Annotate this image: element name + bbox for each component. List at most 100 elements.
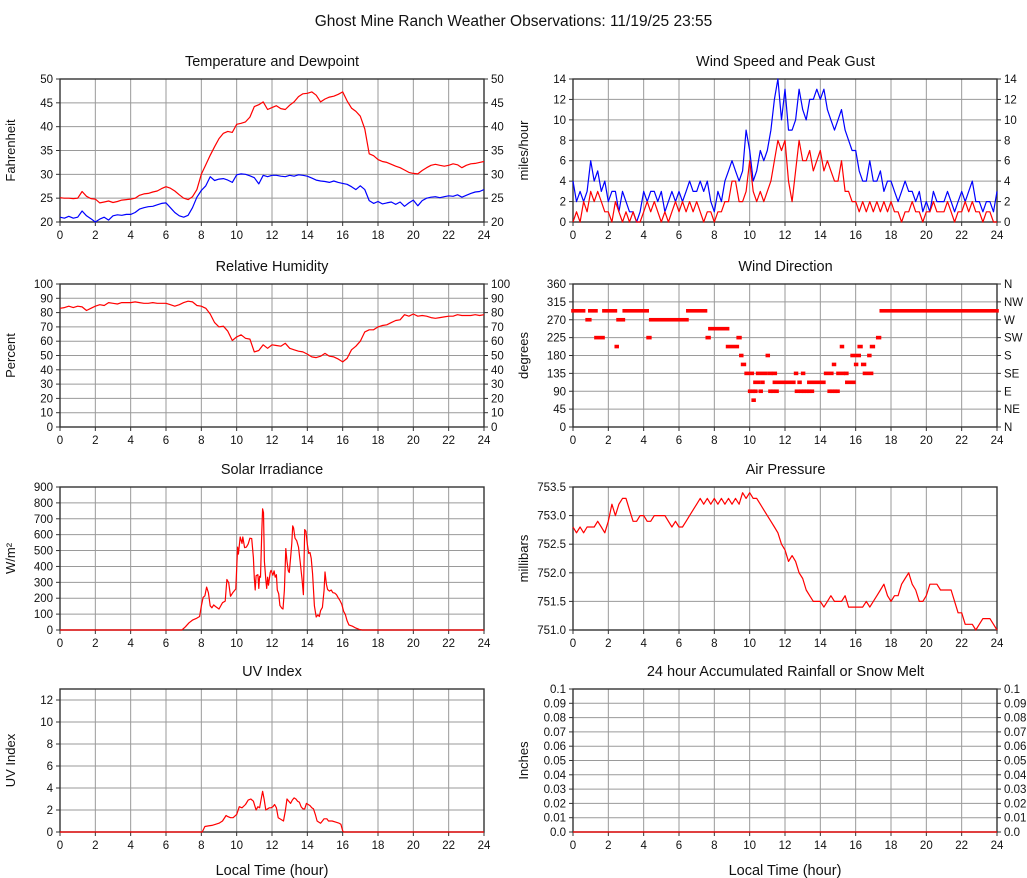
svg-text:0.02: 0.02 (544, 798, 566, 810)
chart-grid: Temperature and Dewpoint 0 2 4 6 8 10 12 14 16 18… (0, 44, 1027, 878)
svg-text:2: 2 (92, 840, 98, 852)
svg-text:360: 360 (547, 279, 566, 291)
x-axis-ticks: 0 2 4 6 8 10 12 14 16 18 20 22 24 (57, 630, 491, 650)
svg-text:6: 6 (47, 761, 53, 773)
svg-text:6: 6 (163, 638, 169, 650)
svg-text:20: 20 (920, 435, 933, 447)
svg-text:2: 2 (605, 840, 611, 852)
svg-text:14: 14 (814, 435, 827, 447)
svg-text:10: 10 (230, 435, 243, 447)
svg-text:2: 2 (605, 230, 611, 242)
svg-text:18: 18 (372, 638, 385, 650)
svg-text:2: 2 (605, 638, 611, 650)
svg-text:0: 0 (570, 638, 576, 650)
svg-text:20: 20 (407, 840, 420, 852)
svg-text:8: 8 (198, 435, 204, 447)
series-uv-index (60, 790, 484, 833)
svg-text:20: 20 (407, 435, 420, 447)
chart-rainfall: 24 hour Accumulated Rainfall or Snow Mel… (513, 654, 1027, 878)
svg-text:0.08: 0.08 (1004, 713, 1026, 725)
x-axis-ticks: 0 2 4 6 8 10 12 14 16 18 20 22 24 (570, 427, 1004, 447)
svg-text:0.01: 0.01 (544, 813, 566, 825)
svg-text:14: 14 (1004, 74, 1017, 86)
svg-text:2: 2 (605, 435, 611, 447)
svg-text:18: 18 (885, 435, 898, 447)
svg-text:0.09: 0.09 (1004, 698, 1026, 710)
svg-text:18: 18 (885, 230, 898, 242)
svg-text:0.07: 0.07 (1004, 727, 1026, 739)
svg-text:2: 2 (47, 805, 53, 817)
svg-text:8: 8 (198, 840, 204, 852)
svg-text:8: 8 (198, 230, 204, 242)
svg-text:6: 6 (676, 230, 682, 242)
svg-text:90: 90 (40, 293, 53, 305)
svg-text:0: 0 (47, 625, 53, 637)
chart-title-relative-humidity: Relative Humidity (215, 259, 329, 275)
svg-text:0.04: 0.04 (544, 770, 567, 782)
svg-text:16: 16 (336, 840, 349, 852)
svg-text:30: 30 (491, 169, 504, 181)
svg-text:135: 135 (547, 368, 566, 380)
chart-title-air-pressure: Air Pressure (745, 462, 826, 478)
svg-text:16: 16 (336, 435, 349, 447)
svg-text:6: 6 (163, 230, 169, 242)
svg-text:40: 40 (40, 365, 53, 377)
svg-text:20: 20 (407, 230, 420, 242)
svg-text:100: 100 (491, 279, 510, 291)
svg-text:751.0: 751.0 (537, 625, 566, 637)
svg-text:2: 2 (1004, 197, 1010, 209)
y-axis-label: degrees (516, 332, 531, 379)
svg-text:10: 10 (553, 115, 566, 127)
svg-text:0.1: 0.1 (550, 684, 566, 696)
svg-text:12: 12 (266, 638, 279, 650)
svg-text:12: 12 (779, 230, 792, 242)
svg-text:900: 900 (34, 482, 53, 494)
svg-text:8: 8 (198, 638, 204, 650)
svg-text:12: 12 (266, 230, 279, 242)
x-axis-ticks: 0 2 4 6 8 10 12 14 16 18 20 22 24 (57, 427, 491, 447)
chart-relative-humidity: Relative Humidity 0 2 4 6 8 10 12 14 16 18 20 22 24 0… (0, 249, 513, 452)
svg-text:0: 0 (57, 435, 63, 447)
plot-air-pressure: 0 2 4 6 8 10 12 14 16 18 20 22 24751.0751.5752.0752.… (516, 482, 1004, 650)
svg-text:60: 60 (40, 336, 53, 348)
svg-text:500: 500 (34, 546, 53, 558)
svg-text:8: 8 (711, 840, 717, 852)
svg-text:315: 315 (547, 297, 566, 309)
svg-text:8: 8 (711, 435, 717, 447)
svg-text:18: 18 (885, 840, 898, 852)
svg-text:2: 2 (560, 197, 566, 209)
page-title: Ghost Mine Ranch Weather Observations: 1… (314, 13, 713, 30)
svg-text:2: 2 (92, 435, 98, 447)
svg-text:35: 35 (491, 146, 504, 158)
chart-title-rainfall: 24 hour Accumulated Rainfall or Snow Mel… (646, 664, 925, 680)
svg-text:4: 4 (640, 230, 647, 242)
svg-text:50: 50 (40, 74, 53, 86)
svg-text:14: 14 (301, 840, 314, 852)
x-axis-ticks: 0 2 4 6 8 10 12 14 16 18 20 22 24 (57, 832, 491, 852)
series-pressure (572, 492, 998, 631)
x-axis-label: Local Time (hour) (729, 863, 842, 878)
svg-text:600: 600 (34, 530, 53, 542)
svg-text:12: 12 (40, 695, 53, 707)
svg-text:12: 12 (779, 840, 792, 852)
svg-text:0.01: 0.01 (1004, 813, 1026, 825)
svg-text:12: 12 (1004, 94, 1017, 106)
svg-text:NW: NW (1004, 297, 1023, 309)
plot-rainfall: 0 2 4 6 8 10 12 14 16 18 20 22 240.0 0.00.01 0.010.02 0… (516, 684, 1026, 878)
svg-text:30: 30 (491, 379, 504, 391)
svg-text:6: 6 (676, 638, 682, 650)
y-axis-label: Fahrenheit (3, 119, 18, 182)
svg-text:8: 8 (560, 135, 566, 147)
svg-text:SE: SE (1004, 368, 1020, 380)
y-axis-ticks: 751.0 751.5 752.0 752.5 753.0 753.5 (537, 482, 573, 637)
svg-text:753.5: 753.5 (537, 482, 566, 494)
plot-solar-irradiance: 0 2 4 6 8 10 12 14 16 18 20 22 240100200300400500600… (3, 482, 491, 650)
svg-text:30: 30 (40, 379, 53, 391)
svg-text:270: 270 (547, 315, 566, 327)
svg-text:14: 14 (301, 435, 314, 447)
svg-text:0: 0 (1004, 217, 1010, 229)
series-humidity (59, 300, 485, 363)
svg-text:0.06: 0.06 (1004, 741, 1026, 753)
